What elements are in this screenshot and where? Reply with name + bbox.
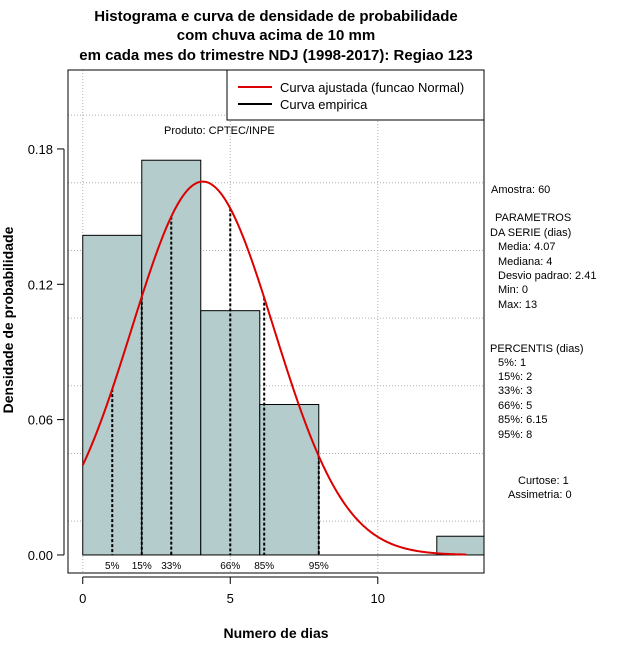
percentile-label: 66%	[220, 561, 240, 572]
fitted-normal-curve	[81, 180, 467, 556]
percentile-label: 15%	[132, 561, 152, 572]
product-note: Produto: CPTEC/INPE	[164, 125, 275, 137]
chart-title-line-2: com chuva acima de 10 mm	[177, 27, 375, 44]
x-axis-title: Numero de dias	[223, 625, 328, 641]
params-header-2: DA SERIE (dias)	[490, 227, 571, 239]
param-mean: Media: 4.07	[498, 241, 555, 253]
histogram-bar	[259, 404, 320, 556]
percentile-label: 85%	[254, 561, 274, 572]
params-header-1: PARAMETROS	[495, 212, 571, 224]
chart-title-line-1: Histograma e curva de densidade de proba…	[94, 8, 457, 25]
sample-size: Amostra: 60	[491, 184, 550, 196]
legend-empirical-label: Curva empirica	[280, 97, 368, 112]
chart-title-line-3: em cada mes do trimestre NDJ (1998-2017)…	[79, 47, 473, 64]
histogram-bars	[82, 159, 485, 556]
legend: Curva ajustada (funcao Normal) Curva emp…	[226, 69, 485, 121]
skewness: Assimetria: 0	[508, 489, 572, 501]
stats-panel: Amostra: 60 PARAMETROS DA SERIE (dias) M…	[490, 184, 596, 501]
y-tick-label: 0.06	[28, 413, 53, 428]
param-sd: Desvio padrao: 2.41	[498, 270, 596, 282]
percentile-15: 15%: 2	[498, 371, 532, 383]
percentile-66: 66%: 5	[498, 400, 532, 412]
y-tick-label: 0.18	[28, 142, 53, 157]
percentile-label: 95%	[309, 561, 329, 572]
histogram-bar	[436, 535, 485, 556]
percentile-5: 5%: 1	[498, 357, 526, 369]
param-max: Max: 13	[498, 299, 537, 311]
legend-fitted-label: Curva ajustada (funcao Normal)	[280, 80, 464, 95]
percentile-95: 95%: 8	[498, 429, 532, 441]
axes: 0 5 10 0.00 0.06 0.12 0.18	[28, 142, 385, 606]
percentile-markers: 5% 15% 33% 66% 85% 95%	[105, 208, 329, 572]
percentiles-header: PERCENTIS (dias)	[490, 343, 584, 355]
fitted-curve-layer	[81, 180, 467, 556]
y-tick-label: 0.00	[28, 548, 53, 563]
param-min: Min: 0	[498, 284, 528, 296]
percentile-label: 5%	[105, 561, 120, 572]
y-tick-label: 0.12	[28, 277, 53, 292]
percentile-85: 85%: 6.15	[498, 414, 548, 426]
x-tick-label: 10	[371, 591, 385, 606]
percentile-label: 33%	[161, 561, 181, 572]
percentile-33: 33%: 3	[498, 385, 532, 397]
x-tick-label: 0	[79, 591, 86, 606]
x-tick-label: 5	[227, 591, 234, 606]
legend-box	[226, 69, 485, 121]
histogram-bar	[200, 310, 261, 556]
kurtosis: Curtose: 1	[518, 475, 569, 487]
y-axis-title: Densidade de probabilidade	[0, 226, 16, 413]
param-median: Mediana: 4	[498, 256, 552, 268]
